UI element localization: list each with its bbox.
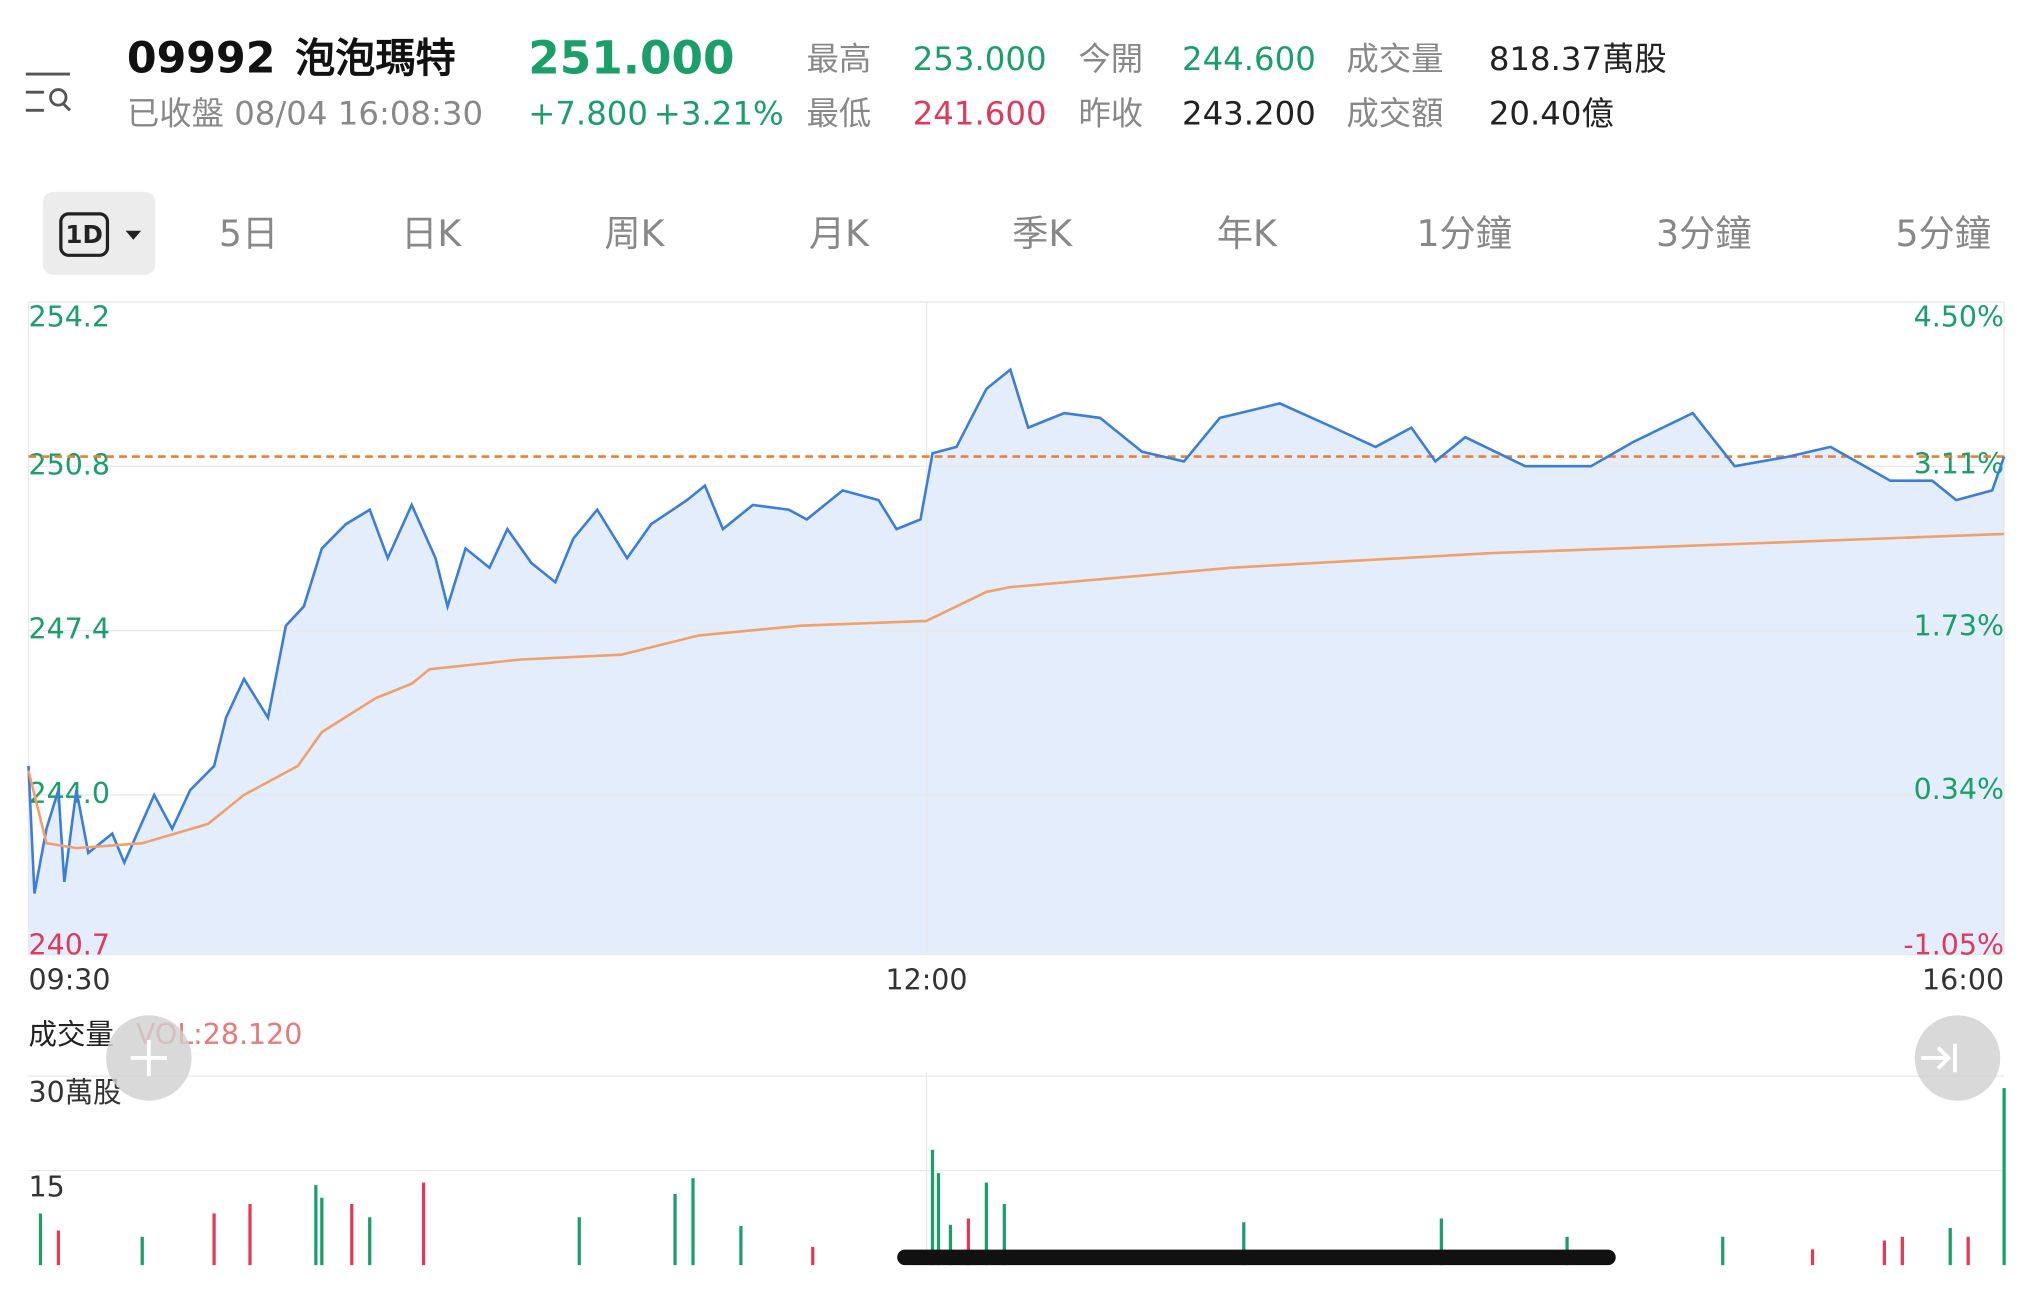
period-tab[interactable]: 月K	[809, 212, 870, 255]
y-tick-label: 244.0	[28, 777, 110, 810]
volume-bar	[56, 1230, 61, 1266]
y2-tick-label: -1.05%	[1903, 929, 2004, 962]
volume-bar	[1721, 1236, 1725, 1266]
y2-tick-label: 1.73%	[1914, 610, 2004, 643]
volume-bar	[930, 1149, 935, 1266]
price-change-pct: +3.21%	[654, 94, 784, 132]
period-tab[interactable]: 年K	[1217, 212, 1278, 255]
price-chart: 240.7 244.0 247.4 250.8 254.2 -1.05% 0.34% 1.73…	[27, 301, 2006, 997]
x-tick-label: 12:00	[885, 964, 967, 997]
search-icon	[49, 88, 68, 107]
volume-bar	[984, 1182, 988, 1266]
volume-bar	[314, 1185, 318, 1266]
period-tab[interactable]: 5分鐘	[1895, 212, 1991, 255]
volume-bar	[936, 1173, 941, 1266]
period-tab[interactable]: 日K	[401, 212, 462, 255]
stat-label: 最低	[807, 94, 872, 132]
volume-bar	[350, 1204, 354, 1266]
volume-bar	[691, 1178, 695, 1266]
active-period: 1D	[65, 220, 103, 249]
menu-button[interactable]	[25, 72, 71, 112]
stat-value: 241.600	[913, 94, 1047, 132]
volume-bar	[320, 1197, 324, 1266]
price-line	[27, 367, 2006, 894]
stat-label: 成交額	[1346, 94, 1443, 132]
volume-bar	[1439, 1218, 1443, 1266]
stat-label: 最高	[807, 40, 872, 78]
y-tick-label: 30萬股	[28, 1076, 121, 1109]
jump-latest-button[interactable]	[1914, 1015, 2001, 1101]
period-tab[interactable]: 周K	[604, 212, 665, 255]
price-change: +7.800	[528, 94, 648, 132]
search-icon	[62, 102, 71, 112]
stat-value: 20.40億	[1489, 94, 1614, 132]
y2-tick-label: 3.11%	[1914, 447, 2004, 480]
y-tick-label: 254.2	[28, 301, 110, 334]
volume-bar	[966, 1218, 971, 1266]
stat-value: 244.600	[1182, 40, 1316, 78]
stat-value: 243.200	[1182, 94, 1316, 132]
y2-tick-label: 0.34%	[1914, 773, 2004, 806]
last-price: 251.000	[528, 32, 734, 85]
stock-code: 09992	[127, 34, 276, 84]
volume-bar	[38, 1213, 43, 1266]
home-indicator	[897, 1249, 1616, 1266]
jump-icon	[1921, 1043, 1957, 1073]
period-tab[interactable]: 3分鐘	[1656, 212, 1752, 255]
stat-value: 253.000	[913, 40, 1047, 78]
volume-bar	[1882, 1240, 1886, 1266]
price-area	[28, 369, 2005, 955]
volume-bar	[421, 1182, 426, 1266]
volume-bar	[1810, 1249, 1815, 1266]
period-box	[59, 212, 110, 257]
volume-bar	[368, 1217, 372, 1266]
y-tick-label: 247.4	[28, 613, 110, 646]
tabs: 5日 日K 周K 月K 季K 年K 1分鐘 3分鐘 5分鐘	[219, 212, 1991, 255]
stat-label: 昨收	[1078, 94, 1143, 132]
period-tab[interactable]: 季K	[1012, 212, 1073, 255]
volume-bar	[739, 1226, 743, 1266]
average-line	[27, 532, 2005, 850]
volume-bar	[1242, 1222, 1246, 1266]
stock-name: 泡泡瑪特	[295, 36, 456, 82]
volume-bar	[212, 1213, 216, 1266]
stat-label: 今開	[1078, 40, 1143, 78]
volume-bar	[1966, 1236, 1970, 1266]
volume-bar	[1948, 1227, 1952, 1266]
x-tick-label: 16:00	[1922, 964, 2004, 997]
volume-title: 成交量	[28, 1018, 113, 1051]
volume-bar	[948, 1224, 953, 1266]
period-tab[interactable]: 5日	[219, 212, 278, 255]
volume-bar	[140, 1236, 144, 1266]
volume-bar	[673, 1193, 677, 1266]
add-icon	[130, 1039, 168, 1077]
y-tick-label: 250.8	[28, 448, 110, 481]
period-tab[interactable]: 1分鐘	[1416, 212, 1512, 255]
y-tick-label: 240.7	[28, 929, 110, 962]
volume-bar	[577, 1217, 581, 1266]
volume-bar	[1900, 1236, 1904, 1266]
volume-bar	[811, 1246, 815, 1266]
dropdown-arrow	[125, 230, 142, 240]
volume-bar	[2002, 1088, 2006, 1266]
x-tick-label: 09:30	[28, 964, 110, 997]
y-tick-label: 15	[28, 1171, 64, 1204]
market-status: 已收盤 08/04 16:08:30	[127, 94, 483, 132]
stat-label: 成交量	[1346, 40, 1443, 78]
volume-bar	[1002, 1204, 1006, 1266]
stat-value: 818.37萬股	[1489, 40, 1667, 78]
volume-bar	[248, 1204, 252, 1266]
y2-tick-label: 4.50%	[1914, 301, 2004, 334]
